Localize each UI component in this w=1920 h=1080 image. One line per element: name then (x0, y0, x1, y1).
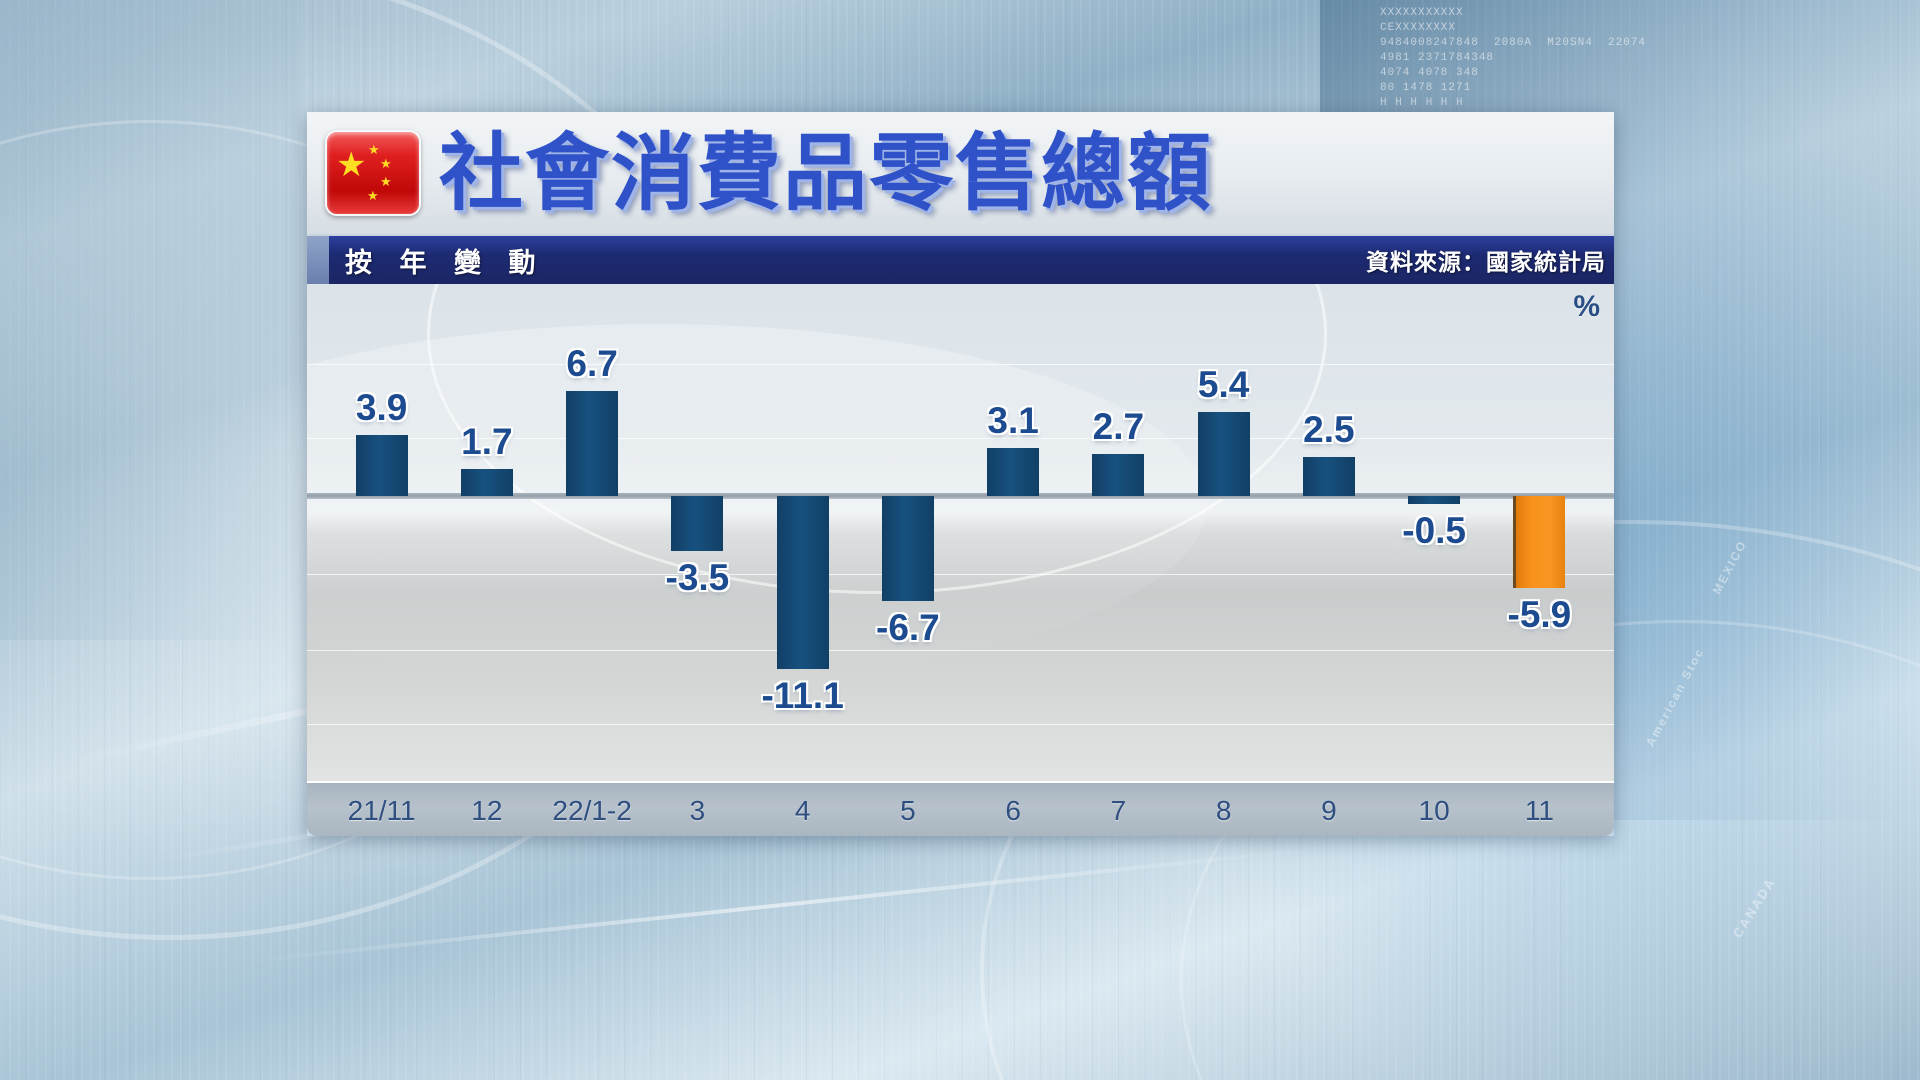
data-source-label: 資料來源：國家統計局 (1366, 249, 1606, 275)
bar-slot[interactable]: 5.4 (1171, 284, 1276, 781)
bar-slot[interactable]: -0.5 (1382, 284, 1487, 781)
bar-highlighted[interactable] (1513, 496, 1566, 589)
bar-slot[interactable]: 6.7 (540, 284, 645, 781)
background-wordmark: American Stoc (1643, 645, 1708, 749)
bar-value-label: -5.9 (1507, 594, 1572, 636)
x-axis-tick-label: 11 (1524, 794, 1554, 826)
bar-slot[interactable]: -11.1 (750, 284, 855, 781)
bar-slot[interactable]: 2.7 (1066, 284, 1171, 781)
flag-star: ★ (368, 142, 380, 157)
background-swoosh (239, 845, 1335, 964)
page-title: 社會消費品零售總額 (439, 126, 1214, 220)
x-axis-tick-label: 12 (471, 794, 503, 826)
bar-value-label: 1.7 (461, 421, 513, 463)
bar[interactable] (987, 447, 1040, 496)
x-axis-tick-label: 10 (1418, 794, 1450, 826)
bar[interactable] (1302, 457, 1355, 496)
title-strip: ★ ★ ★ ★ ★ 社會消費品零售總額 (307, 112, 1614, 234)
bar-value-label: 5.4 (1197, 363, 1250, 405)
subtitle-label: 按 年 變 動 (345, 247, 546, 278)
graphic-card: ★ ★ ★ ★ ★ 社會消費品零售總額 按 年 變 動 資料來源：國家統計局 3… (307, 112, 1614, 836)
bar[interactable] (566, 391, 619, 496)
bar-value-label: 6.7 (566, 343, 618, 385)
bar-value-label: -6.7 (875, 606, 940, 648)
bar[interactable] (671, 496, 724, 551)
x-axis-strip: 21/11 12 22/1-2 3 4 5 6 7 8 9 10 11 (307, 781, 1614, 836)
x-axis-tick-label: 3 (689, 794, 706, 826)
background-code-text: XXXXXXXXXXX CEXXXXXXXX 9484008247848 208… (1380, 7, 1647, 124)
bar-value-label: 3.9 (355, 387, 408, 429)
bar-value-label: -3.5 (665, 556, 730, 598)
x-axis-tick-label: 8 (1215, 794, 1232, 826)
bar-slot[interactable]: 3.9 (329, 284, 434, 781)
x-axis-tick-label: 5 (900, 794, 916, 826)
x-axis-tick-label: 21/11 (347, 794, 416, 826)
bar-value-label: 3.1 (987, 399, 1039, 441)
flag-star: ★ (367, 188, 379, 203)
bar-slot[interactable]: -3.5 (645, 284, 750, 781)
chart-plot-area: 3.9 1.7 6.7 -3.5 -11.1 -6.7 3.1 2.7 5.4 2.5 -0.5 -5… (307, 284, 1614, 781)
background-wordmark: CANADA (1729, 874, 1779, 941)
bar-value-label: -11.1 (761, 675, 844, 717)
bar[interactable] (776, 496, 829, 670)
x-axis-tick-label: 22/1-2 (552, 794, 632, 826)
bar-slot[interactable]: 3.1 (961, 284, 1066, 781)
bar-slot[interactable]: -6.7 (855, 284, 960, 781)
background-wordmark: MEXICO (1709, 537, 1750, 597)
flag-star: ★ (336, 146, 367, 184)
bar-value-label: 2.7 (1092, 405, 1145, 447)
bar-slot[interactable]: 1.7 (434, 284, 539, 781)
subtitle-bar: 按 年 變 動 資料來源：國家統計局 (307, 234, 1614, 284)
background-left-panel (0, 0, 300, 640)
bar[interactable] (460, 469, 513, 496)
x-axis-tick-label: 7 (1110, 794, 1127, 826)
bar[interactable] (1092, 453, 1145, 496)
china-flag-icon: ★ ★ ★ ★ ★ (325, 130, 421, 216)
bar-slot[interactable]: 2.5 (1276, 284, 1381, 781)
bar-slot[interactable]: -5.9 (1487, 284, 1592, 781)
bar[interactable] (355, 435, 408, 496)
flag-star: ★ (380, 174, 392, 189)
y-axis-unit-label: % (1573, 290, 1600, 323)
x-axis-tick-label: 6 (1005, 794, 1021, 826)
flag-star: ★ (380, 156, 392, 171)
bar-value-label: -0.5 (1402, 509, 1467, 551)
x-axis-tick-label: 4 (794, 794, 811, 826)
bar[interactable] (881, 496, 934, 601)
bar[interactable] (1408, 496, 1461, 504)
x-axis-tick-label: 9 (1321, 794, 1337, 826)
bar[interactable] (1197, 411, 1250, 496)
bar-value-label: 2.5 (1303, 409, 1355, 450)
